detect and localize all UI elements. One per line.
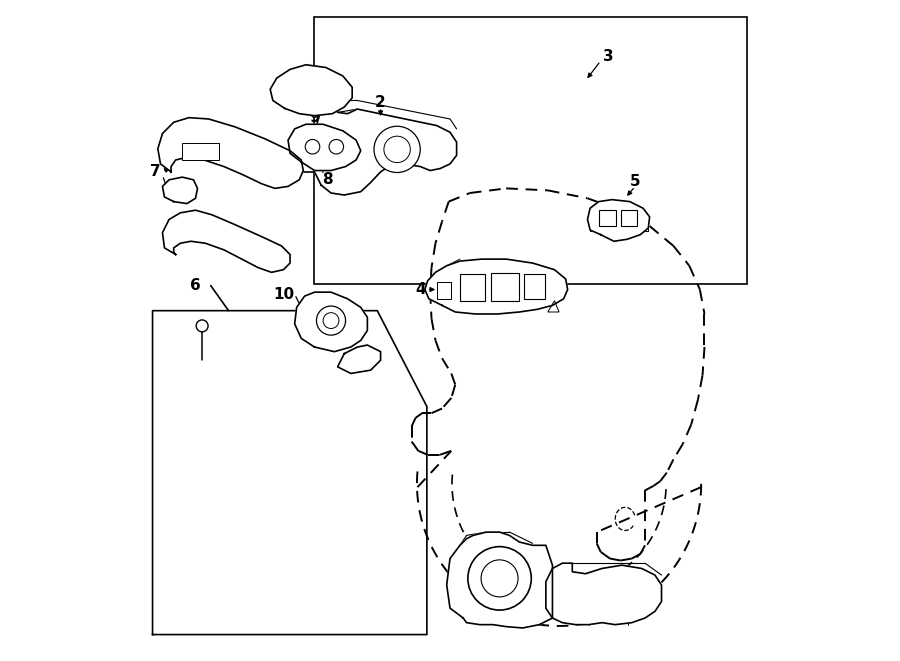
Circle shape <box>317 306 346 335</box>
Text: 10: 10 <box>273 287 294 301</box>
Text: 5: 5 <box>630 175 641 189</box>
Polygon shape <box>163 210 290 272</box>
Polygon shape <box>314 100 456 195</box>
Bar <box>524 274 545 299</box>
Circle shape <box>482 560 518 597</box>
Circle shape <box>384 136 410 163</box>
Circle shape <box>329 139 344 154</box>
Bar <box>599 210 616 226</box>
Bar <box>620 210 637 226</box>
Polygon shape <box>158 118 303 188</box>
Polygon shape <box>425 259 568 314</box>
Text: 2: 2 <box>375 95 386 110</box>
Polygon shape <box>270 65 352 116</box>
Text: 9: 9 <box>310 110 320 125</box>
Circle shape <box>305 139 320 154</box>
Text: 4: 4 <box>415 282 426 297</box>
Polygon shape <box>288 124 361 171</box>
Text: 8: 8 <box>322 173 333 187</box>
Polygon shape <box>588 200 650 241</box>
Circle shape <box>323 313 339 329</box>
Bar <box>491 273 518 301</box>
Circle shape <box>196 320 208 332</box>
Bar <box>436 282 451 299</box>
Polygon shape <box>163 177 197 204</box>
Polygon shape <box>152 311 427 635</box>
Bar <box>314 17 747 284</box>
Circle shape <box>468 547 531 610</box>
Bar <box>183 143 219 160</box>
Bar <box>460 274 485 301</box>
Circle shape <box>374 126 420 173</box>
Text: 1: 1 <box>263 165 274 179</box>
Text: 7: 7 <box>150 165 160 179</box>
Polygon shape <box>294 292 367 352</box>
Polygon shape <box>545 563 662 625</box>
Text: 6: 6 <box>190 278 201 293</box>
Polygon shape <box>446 532 553 628</box>
Text: 3: 3 <box>603 49 614 63</box>
Polygon shape <box>338 345 381 373</box>
